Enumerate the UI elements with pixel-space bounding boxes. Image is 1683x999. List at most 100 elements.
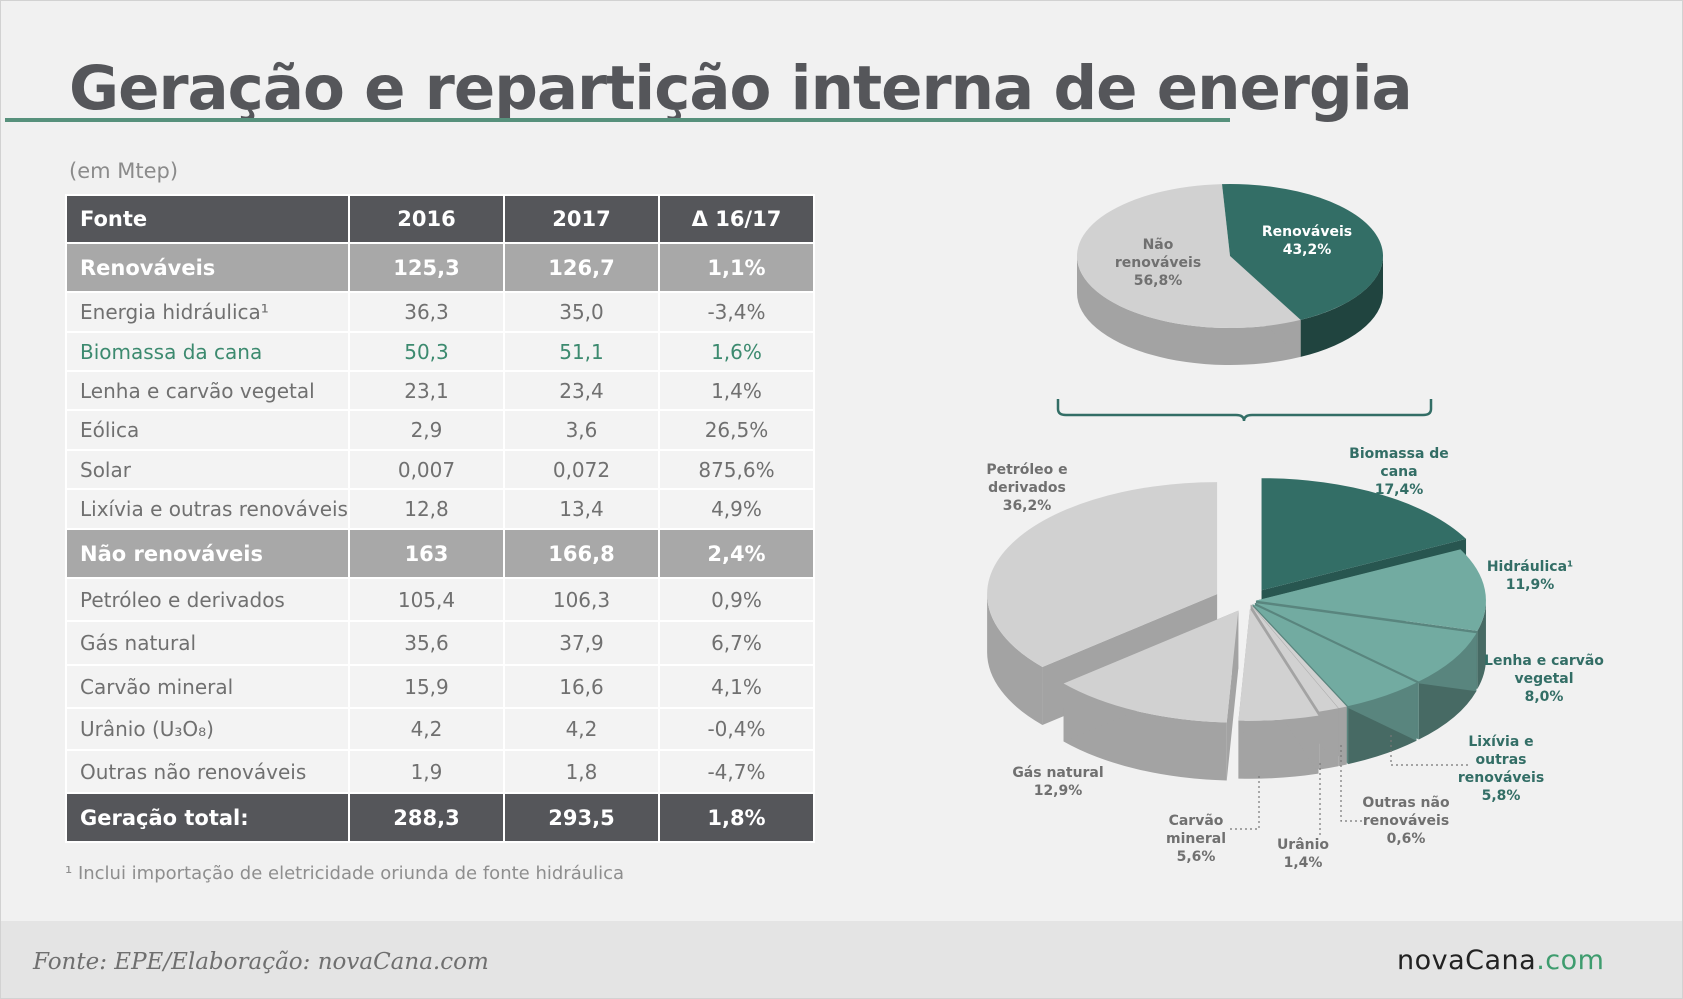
table-row: Outras não renováveis 1,9 1,8 -4,7%	[65, 749, 815, 794]
label-gas-natural: Gás natural 12,9%	[1012, 765, 1103, 799]
table-cell: Outras não renováveis	[65, 749, 350, 794]
table-cell: Lenha e carvão vegetal	[65, 370, 350, 411]
nao-renovaveis-slice	[1077, 184, 1301, 328]
label-line: vegetal	[1514, 671, 1573, 687]
table-row: Carvão mineral 15,9 16,6 4,1%	[65, 664, 815, 709]
logo-main: novaCana	[1397, 945, 1537, 976]
table-cell: 12,8	[347, 488, 505, 530]
table-cell: 1,8%	[657, 792, 815, 843]
pie-sources-breakdown	[987, 478, 1486, 781]
renovaveis-slice	[1221, 183, 1384, 320]
table-cell: 1,1%	[657, 242, 815, 293]
table-cell: 0,9%	[657, 577, 815, 622]
table-row: Petróleo e derivados 105,4 106,3 0,9%	[65, 577, 815, 622]
leader-lines	[1227, 735, 1471, 835]
table-cell: 875,6%	[657, 449, 815, 490]
table-cell: 6,7%	[657, 620, 815, 666]
page-title: Geração e repartição interna de energia	[69, 53, 1413, 124]
label-line: 8,0%	[1525, 689, 1564, 705]
label-line: renováveis	[1363, 813, 1449, 829]
table-cell: 2,9	[347, 409, 505, 451]
table-cell: Renováveis	[65, 242, 350, 293]
label-nao-renovaveis: Não renováveis 56,8%	[1115, 237, 1201, 289]
table-cell: Gás natural	[65, 620, 350, 666]
table-cell: 35,0	[502, 291, 660, 333]
table-cell: 15,9	[347, 664, 505, 709]
renovaveis-side	[1300, 256, 1383, 357]
slice-labels: Renováveis 43,2% Não renováveis 56,8% Biomass…	[986, 224, 1604, 871]
label-outras-nao-renovaveis: Outras não renováveis 0,6%	[1362, 795, 1450, 847]
table-cell: Δ 16/17	[657, 194, 815, 244]
label-petroleo-e-derivados: Petróleo e derivados 36,2%	[986, 462, 1067, 514]
label-uranio: Urânio 1,4%	[1277, 837, 1329, 871]
table-cell: 37,9	[502, 620, 660, 666]
table-cell: 4,1%	[657, 664, 815, 709]
table-body: Fonte 2016 2017 Δ 16/17 Renováveis 125,3 126,7…	[65, 194, 815, 843]
table-cell: Energia hidráulica¹	[65, 291, 350, 333]
table-cell: 288,3	[347, 792, 505, 843]
footnote: ¹ Inclui importação de eletricidade oriu…	[65, 863, 625, 884]
label-line: Gás natural	[1012, 765, 1103, 781]
gas-natural-slice	[1063, 610, 1239, 723]
label-hidraulica: Hidráulica¹ 11,9%	[1487, 559, 1573, 593]
table-cell: 51,1	[502, 331, 660, 372]
label-line: Lenha e carvão	[1484, 653, 1604, 669]
table-cell: -4,7%	[657, 749, 815, 794]
energy-table: Fonte 2016 2017 Δ 16/17 Renováveis 125,3 126,7…	[65, 194, 815, 843]
label-line: 43,2%	[1283, 242, 1332, 258]
table-row: Solar 0,007 0,072 875,6%	[65, 449, 815, 490]
table-cell: Solar	[65, 449, 350, 490]
table-cell: 2017	[502, 194, 660, 244]
table-header-row: Fonte 2016 2017 Δ 16/17	[65, 194, 815, 244]
table-cell: 23,4	[502, 370, 660, 411]
petroleo-e-derivados-side	[987, 594, 1043, 725]
table-cell: Geração total:	[65, 792, 350, 843]
table-cell: Não renováveis	[65, 528, 350, 579]
table-cell: 13,4	[502, 488, 660, 530]
hidraulica-side	[1477, 600, 1486, 689]
label-line: 12,9%	[1034, 783, 1083, 799]
novacana-logo: novaCana.com	[1397, 945, 1604, 976]
table-cell: 166,8	[502, 528, 660, 579]
table-cell: Fonte	[65, 194, 350, 244]
label-line: derivados	[988, 480, 1066, 496]
table-cell: 163	[347, 528, 505, 579]
label-line: Carvão	[1169, 813, 1224, 829]
table-cell: Petróleo e derivados	[65, 577, 350, 622]
label-line: Outras não	[1362, 795, 1450, 811]
table-cell: 106,3	[502, 577, 660, 622]
title-underline	[5, 118, 1230, 122]
table-cell: 1,9	[347, 749, 505, 794]
table-row: Urânio (U₃O₈) 4,2 4,2 -0,4%	[65, 707, 815, 751]
table-cell: 4,9%	[657, 488, 815, 530]
brace-connector	[1056, 399, 1433, 422]
carvao-mineral-slice	[1238, 608, 1319, 721]
pie-renewable-split	[1077, 183, 1384, 365]
label-line: Biomassa de	[1349, 446, 1449, 462]
label-line: Renováveis	[1262, 224, 1352, 240]
table-cell: 1,6%	[657, 331, 815, 372]
label-line: Petróleo e	[986, 462, 1067, 478]
leader-lixivia	[1390, 735, 1471, 766]
table-cell: 293,5	[502, 792, 660, 843]
label-carvao-mineral: Carvão mineral 5,6%	[1166, 813, 1226, 865]
table-cell: 2016	[347, 194, 505, 244]
table-row: Eólica 2,9 3,6 26,5%	[65, 409, 815, 451]
table-cell: Urânio (U₃O₈)	[65, 707, 350, 751]
hidraulica-slice	[1255, 549, 1486, 631]
table-cell: Eólica	[65, 409, 350, 451]
table-row: Energia hidráulica¹ 36,3 35,0 -3,4%	[65, 291, 815, 333]
label-line: 11,9%	[1506, 577, 1555, 593]
label-line: Urânio	[1277, 837, 1329, 853]
label-lixivia-e-outras-renovaveis: Lixívia e outras renováveis 5,8%	[1458, 734, 1544, 804]
label-line: mineral	[1166, 831, 1226, 847]
label-line: 0,6%	[1387, 831, 1426, 847]
table-cell: 3,6	[502, 409, 660, 451]
leader-carvao	[1227, 776, 1260, 830]
table-cell: 4,2	[502, 707, 660, 751]
label-line: 36,2%	[1003, 498, 1052, 514]
uranio-slice	[1250, 604, 1339, 712]
table-cell: 0,007	[347, 449, 505, 490]
table-cell: 26,5%	[657, 409, 815, 451]
